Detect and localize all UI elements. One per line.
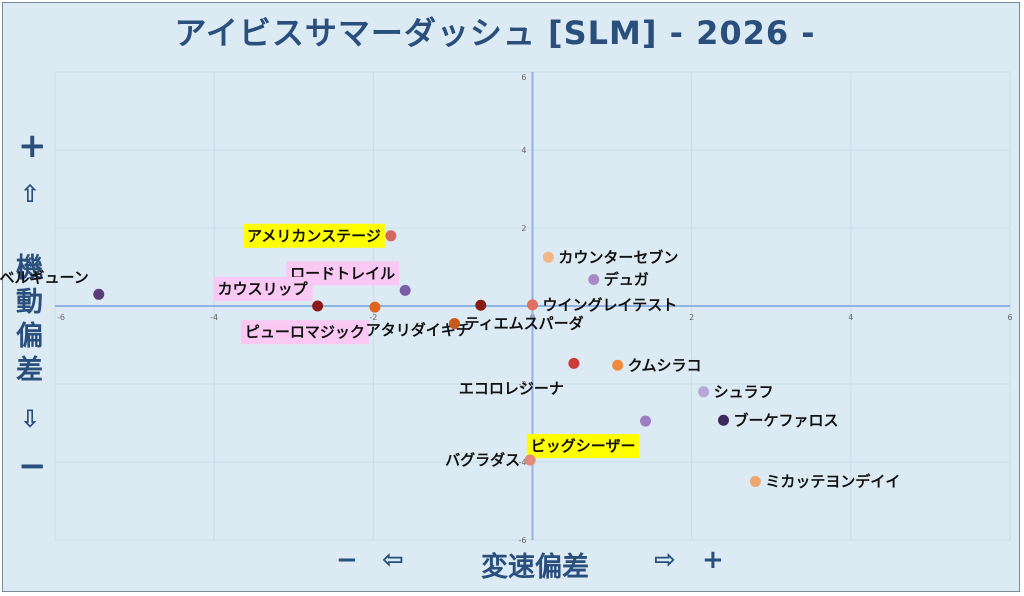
point-label-group: カウスリップ	[213, 277, 313, 301]
x-axis-label: 変速偏差	[481, 552, 589, 583]
x-tick-label: -2	[369, 313, 377, 322]
point-label-group: カウンターセブン	[558, 248, 678, 266]
point-label: エコロレジーナ	[459, 379, 564, 397]
point-label: ウイングレイテスト	[543, 296, 678, 314]
point-label: ロードトレイル	[290, 264, 395, 282]
point-label: ビッグシーザー	[531, 437, 636, 455]
scatter-point	[312, 300, 324, 312]
scatter-point	[369, 301, 381, 313]
x-tick-label: -4	[210, 313, 218, 322]
scatter-point	[524, 454, 536, 466]
scatter-point	[385, 230, 397, 242]
x-tick-label: 2	[689, 313, 694, 322]
x-left-arrow-icon: ⇦	[382, 545, 404, 575]
point-label-group: シュラフ	[714, 383, 774, 401]
x-right-arrow-icon: ⇨	[654, 545, 676, 575]
point-label-group: アタリダイキチ	[366, 321, 471, 339]
y-tick-label: -2	[519, 380, 527, 389]
point-label: デュガ	[604, 270, 649, 288]
scatter-point	[749, 476, 761, 487]
point-label: ベルギューン	[0, 268, 89, 286]
y-plus-sign: +	[18, 126, 47, 166]
point-label: ピューロマジック	[245, 323, 365, 341]
point-label: クムシラコ	[628, 356, 702, 374]
point-label-group: アメリカンステージ	[243, 223, 385, 248]
point-label: カウスリップ	[218, 280, 309, 298]
point-label-group: バグラダス	[445, 451, 520, 469]
scatter-point	[718, 414, 729, 426]
point-label: ティエムスパーダ	[465, 315, 584, 333]
point-label-group: エコロレジーナ	[459, 379, 564, 397]
x-plus-sign: +	[702, 545, 724, 575]
x-tick-label: 6	[1007, 313, 1012, 322]
y-tick-label: -6	[519, 536, 527, 545]
x-minus-sign: −	[336, 545, 358, 575]
y-axis-label-char-1: 機	[16, 253, 43, 284]
label-highlight-box	[213, 277, 313, 301]
x-tick-label: 4	[848, 313, 853, 322]
y-axis-label-char-2: 動	[16, 287, 43, 318]
point-label-group: デュガ	[604, 270, 649, 288]
point-label: アタリダイキチ	[366, 321, 471, 339]
scatter-point	[568, 357, 580, 369]
label-highlight-box	[526, 434, 640, 459]
point-label-group: ミカッテヨンデイイ	[765, 473, 900, 491]
point-label: バグラダス	[445, 451, 520, 469]
scatter-point	[640, 415, 652, 427]
scatter-point	[542, 251, 554, 263]
scatter-point	[475, 299, 487, 311]
y-up-arrow-icon: ⇧	[20, 180, 41, 208]
y-down-arrow-icon: ⇩	[20, 405, 41, 433]
label-highlight-box	[243, 223, 385, 248]
x-tick-label: -6	[57, 313, 65, 322]
point-label: アメリカンステージ	[247, 227, 381, 245]
point-label-group: ウイングレイテスト	[543, 296, 678, 314]
point-label: シュラフ	[714, 383, 774, 401]
point-label: ブーケファロス	[734, 411, 839, 429]
y-tick-label: 2	[521, 224, 526, 233]
y-axis-label-char-3: 偏	[16, 321, 43, 352]
y-minus-sign: −	[18, 446, 47, 486]
point-label-group: ベルギューン	[0, 268, 89, 286]
point-label-group: ピューロマジック	[240, 320, 369, 345]
chart-title: アイビスサマーダッシュ [SLM] - 2026 -	[174, 14, 816, 52]
y-tick-label: 6	[521, 73, 526, 82]
scatter-point	[93, 288, 105, 300]
scatter-point	[399, 284, 411, 296]
scatter-point	[588, 273, 600, 285]
y-axis-label-char-4: 差	[16, 355, 43, 386]
scatter-point	[698, 386, 710, 398]
point-label-group: ティエムスパーダ	[465, 315, 584, 333]
y-tick-label: -4	[519, 458, 527, 467]
point-label-group: ビッグシーザー	[526, 434, 640, 459]
point-label-group: ブーケファロス	[734, 411, 839, 429]
y-tick-label: 4	[521, 146, 526, 155]
scatter-point	[527, 299, 538, 311]
point-label: ミカッテヨンデイイ	[765, 473, 900, 491]
label-highlight-box	[240, 320, 369, 345]
point-label: カウンターセブン	[558, 248, 678, 266]
scatter-point	[449, 318, 461, 330]
scatter-point	[612, 359, 624, 371]
point-label-group: クムシラコ	[628, 356, 702, 374]
